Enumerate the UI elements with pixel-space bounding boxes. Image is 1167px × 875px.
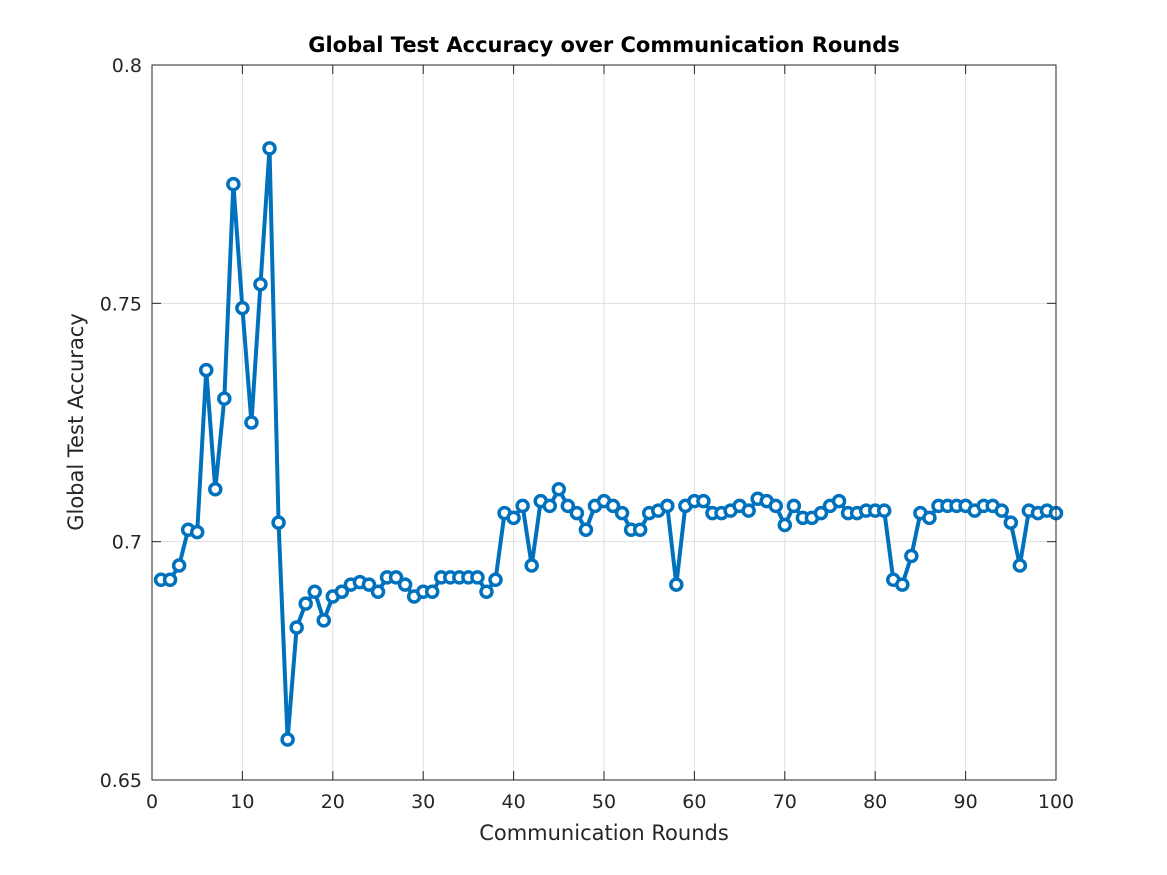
- data-point: [397, 577, 413, 592]
- x-tick-label: 90: [954, 791, 978, 813]
- x-tick-label: 40: [502, 791, 526, 813]
- y-tick-label: 0.75: [100, 293, 142, 315]
- x-tick-label: 100: [1038, 791, 1074, 813]
- y-tick-label: 0.65: [100, 770, 142, 792]
- data-point: [515, 498, 530, 514]
- data-point: [560, 498, 576, 514]
- chart-title: Global Test Accuracy over Communication …: [308, 33, 900, 57]
- ticks: [151, 64, 1057, 781]
- x-axis-label: Communication Rounds: [479, 821, 729, 845]
- data-point: [361, 577, 377, 592]
- data-point: [777, 517, 793, 533]
- data-point: [542, 498, 558, 514]
- y-axis-label: Global Test Accuracy: [64, 313, 88, 531]
- x-tick-label: 60: [682, 791, 706, 813]
- y-tick-labels: 0.65 0.7 0.75 0.8: [100, 55, 142, 792]
- data-point: [334, 584, 350, 599]
- data-point: [370, 584, 386, 599]
- x-tick-label: 0: [146, 791, 158, 813]
- data-point: [189, 524, 205, 540]
- x-tick-label: 10: [230, 791, 254, 813]
- x-tick-label: 20: [321, 791, 345, 813]
- data-point: [171, 558, 187, 573]
- data-point: [244, 415, 259, 430]
- data-point: [424, 584, 440, 599]
- data-point: [524, 558, 539, 573]
- data-point: [922, 510, 937, 526]
- data-point: [235, 300, 250, 316]
- data-point: [904, 548, 919, 564]
- y-tick-label: 0.8: [112, 55, 142, 77]
- data-point: [253, 277, 268, 292]
- data-point: [198, 362, 214, 378]
- data-point: [217, 391, 232, 406]
- data-point: [479, 584, 494, 599]
- x-tick-label: 70: [773, 791, 797, 813]
- data-point: [876, 503, 892, 518]
- data-point: [895, 577, 910, 592]
- data-point: [569, 505, 585, 521]
- data-point: [488, 572, 503, 588]
- data-point: [289, 620, 304, 635]
- data-point: [262, 141, 277, 156]
- data-point: [271, 515, 286, 530]
- x-tick-label: 30: [411, 791, 435, 813]
- data-point: [669, 577, 684, 592]
- data-point: [741, 503, 756, 518]
- data-point: [1003, 515, 1019, 530]
- data-point: [632, 522, 648, 537]
- data-point: [696, 493, 711, 509]
- data-point: [994, 503, 1010, 518]
- data-point: [280, 732, 295, 747]
- data-point: [506, 510, 521, 526]
- data-point: [226, 176, 241, 192]
- data-point: [768, 498, 784, 514]
- data-point: [1012, 558, 1028, 573]
- data-point: [470, 570, 485, 585]
- x-tick-label: 80: [863, 791, 887, 813]
- x-tick-label: 50: [592, 791, 616, 813]
- data-point: [614, 505, 630, 521]
- data-point: [316, 613, 332, 628]
- data-point: [307, 584, 322, 599]
- data-point: [578, 522, 594, 537]
- data-point: [551, 481, 567, 497]
- series: [153, 141, 1064, 747]
- data-point: [660, 498, 675, 514]
- data-point: [813, 505, 829, 521]
- data-point: [208, 481, 223, 497]
- data-point: [388, 570, 404, 585]
- y-tick-label: 0.7: [112, 532, 142, 554]
- x-tick-labels: 0 10 20 30 40 50 60 70 80 90 100: [146, 791, 1074, 813]
- data-point: [786, 498, 802, 514]
- data-point: [605, 498, 621, 514]
- data-point: [298, 596, 313, 611]
- data-point: [162, 572, 178, 588]
- data-point: [831, 493, 847, 509]
